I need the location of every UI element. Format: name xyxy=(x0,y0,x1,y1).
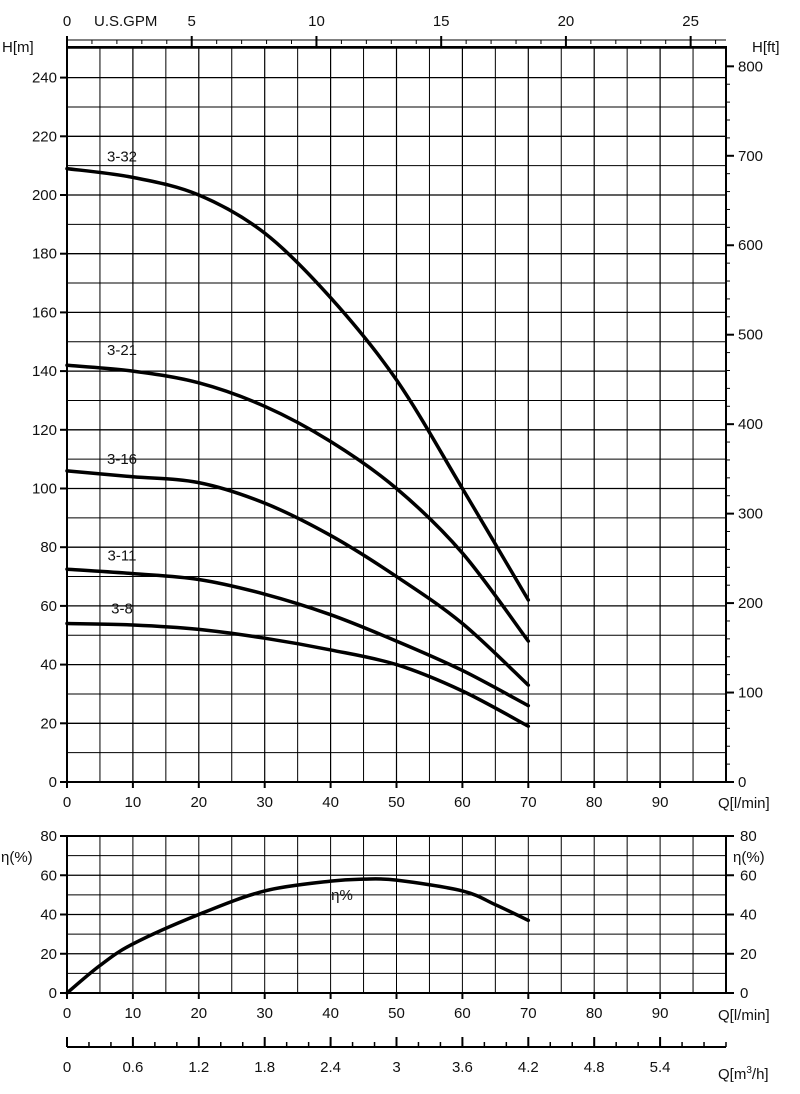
m3h-tick-label: 1.2 xyxy=(188,1059,209,1076)
eff-bottom-tick-label: 0 xyxy=(63,1005,71,1022)
head-left-tick-label: 160 xyxy=(32,304,57,321)
gpm-tick-label: 0 xyxy=(63,13,71,30)
head-bottom-tick-label: 30 xyxy=(256,794,273,811)
head-curve-label-3-11: 3-11 xyxy=(108,548,137,565)
text-layer: 0204060801001201401601802002202400100200… xyxy=(1,13,780,1083)
eff-bottom-tick-label: 50 xyxy=(388,1005,405,1022)
m3h-tick-label: 3 xyxy=(392,1059,400,1076)
eff-y-axis-label-right: η(%) xyxy=(733,849,765,866)
eff-left-tick-label: 80 xyxy=(40,828,57,845)
curves-layer xyxy=(65,166,531,995)
m3h-axis-label-end: /h] xyxy=(752,1066,769,1083)
eff-bottom-tick-label: 40 xyxy=(322,1005,339,1022)
eff-right-tick-label: 40 xyxy=(740,907,757,924)
head-curve-3-16 xyxy=(65,469,531,687)
m3h-axis-label-base: Q[m xyxy=(718,1066,746,1083)
head-bottom-tick-label: 80 xyxy=(586,794,603,811)
head-right-tick-label: 400 xyxy=(738,416,763,433)
head-right-tick-label: 600 xyxy=(738,237,763,254)
m3h-axis-label-sup: 3 xyxy=(746,1065,752,1076)
head-left-tick-label: 60 xyxy=(40,598,57,615)
head-right-tick-label: 800 xyxy=(738,58,763,75)
efficiency-curve xyxy=(65,877,531,995)
eff-bottom-tick-label: 60 xyxy=(454,1005,471,1022)
head-right-tick-label: 0 xyxy=(738,774,746,791)
head-left-tick-label: 0 xyxy=(49,774,57,791)
m3h-tick-label: 3.6 xyxy=(452,1059,473,1076)
head-right-tick-label: 300 xyxy=(738,506,763,523)
gpm-tick-label: 10 xyxy=(308,13,325,30)
head-bottom-tick-label: 50 xyxy=(388,794,405,811)
m3h-tick-label: 2.4 xyxy=(320,1059,341,1076)
head-bottom-tick-label: 20 xyxy=(190,794,207,811)
head-left-tick-label: 80 xyxy=(40,539,57,556)
eff-left-tick-label: 40 xyxy=(40,907,57,924)
head-y-axis-label-right: H[ft] xyxy=(752,39,780,56)
head-right-tick-label: 500 xyxy=(738,327,763,344)
head-right-tick-label: 200 xyxy=(738,595,763,612)
eff-right-tick-label: 0 xyxy=(740,985,748,1002)
eff-x-axis-label: Q[l/min] xyxy=(718,1007,770,1024)
head-left-tick-label: 20 xyxy=(40,715,57,732)
eff-bottom-tick-label: 30 xyxy=(256,1005,273,1022)
eff-bottom-tick-label: 90 xyxy=(652,1005,669,1022)
gpm-tick-label: 5 xyxy=(188,13,196,30)
eff-right-tick-label: 60 xyxy=(740,867,757,884)
eff-left-tick-label: 0 xyxy=(49,985,57,1002)
head-y-axis-label-left: H[m] xyxy=(2,39,34,56)
head-right-tick-label: 100 xyxy=(738,685,763,702)
m3h-axis-label: Q[m3/h] xyxy=(718,1065,769,1083)
gpm-tick-label: 25 xyxy=(682,13,699,30)
efficiency-curve-label: η% xyxy=(331,887,353,904)
head-curve-label-3-8: 3-8 xyxy=(111,601,133,618)
eff-left-tick-label: 60 xyxy=(40,867,57,884)
head-curve-3-21 xyxy=(65,363,531,643)
gpm-tick-label: 15 xyxy=(433,13,450,30)
head-left-tick-label: 180 xyxy=(32,246,57,263)
m3h-tick-label: 4.2 xyxy=(518,1059,539,1076)
head-left-tick-label: 200 xyxy=(32,187,57,204)
eff-left-tick-label: 20 xyxy=(40,946,57,963)
head-bottom-tick-label: 10 xyxy=(125,794,142,811)
head-left-tick-label: 100 xyxy=(32,481,57,498)
head-left-tick-label: 240 xyxy=(32,70,57,87)
eff-bottom-tick-label: 10 xyxy=(125,1005,142,1022)
eff-bottom-tick-label: 20 xyxy=(190,1005,207,1022)
axes-layer xyxy=(60,36,734,1048)
m3h-tick-label: 0.6 xyxy=(122,1059,143,1076)
gpm-tick-label: 20 xyxy=(558,13,575,30)
eff-y-axis-label-left: η(%) xyxy=(1,849,33,866)
eff-right-tick-label: 20 xyxy=(740,946,757,963)
head-left-tick-label: 220 xyxy=(32,128,57,145)
head-curve-label-3-16: 3-16 xyxy=(107,451,137,468)
head-curve-3-32 xyxy=(65,166,531,602)
m3h-tick-label: 5.4 xyxy=(650,1059,671,1076)
head-left-tick-label: 140 xyxy=(32,363,57,380)
head-curve-3-11 xyxy=(65,567,531,708)
head-left-tick-label: 120 xyxy=(32,422,57,439)
gpm-axis-label: U.S.GPM xyxy=(94,13,157,30)
head-right-tick-label: 700 xyxy=(738,148,763,165)
grid-layer xyxy=(66,47,727,994)
m3h-tick-label: 0 xyxy=(63,1059,71,1076)
head-bottom-tick-label: 60 xyxy=(454,794,471,811)
head-bottom-tick-label: 90 xyxy=(652,794,669,811)
eff-bottom-tick-label: 70 xyxy=(520,1005,537,1022)
head-curve-label-3-21: 3-21 xyxy=(107,342,137,359)
head-curve-3-8 xyxy=(65,621,531,728)
head-bottom-tick-label: 0 xyxy=(63,794,71,811)
m3h-tick-label: 4.8 xyxy=(584,1059,605,1076)
head-curve-label-3-32: 3-32 xyxy=(107,149,137,166)
m3h-tick-label: 1.8 xyxy=(254,1059,275,1076)
eff-bottom-tick-label: 80 xyxy=(586,1005,603,1022)
head-left-tick-label: 40 xyxy=(40,657,57,674)
eff-right-tick-label: 80 xyxy=(740,828,757,845)
head-bottom-tick-label: 40 xyxy=(322,794,339,811)
head-bottom-tick-label: 70 xyxy=(520,794,537,811)
head-x-axis-label: Q[l/min] xyxy=(718,795,770,812)
